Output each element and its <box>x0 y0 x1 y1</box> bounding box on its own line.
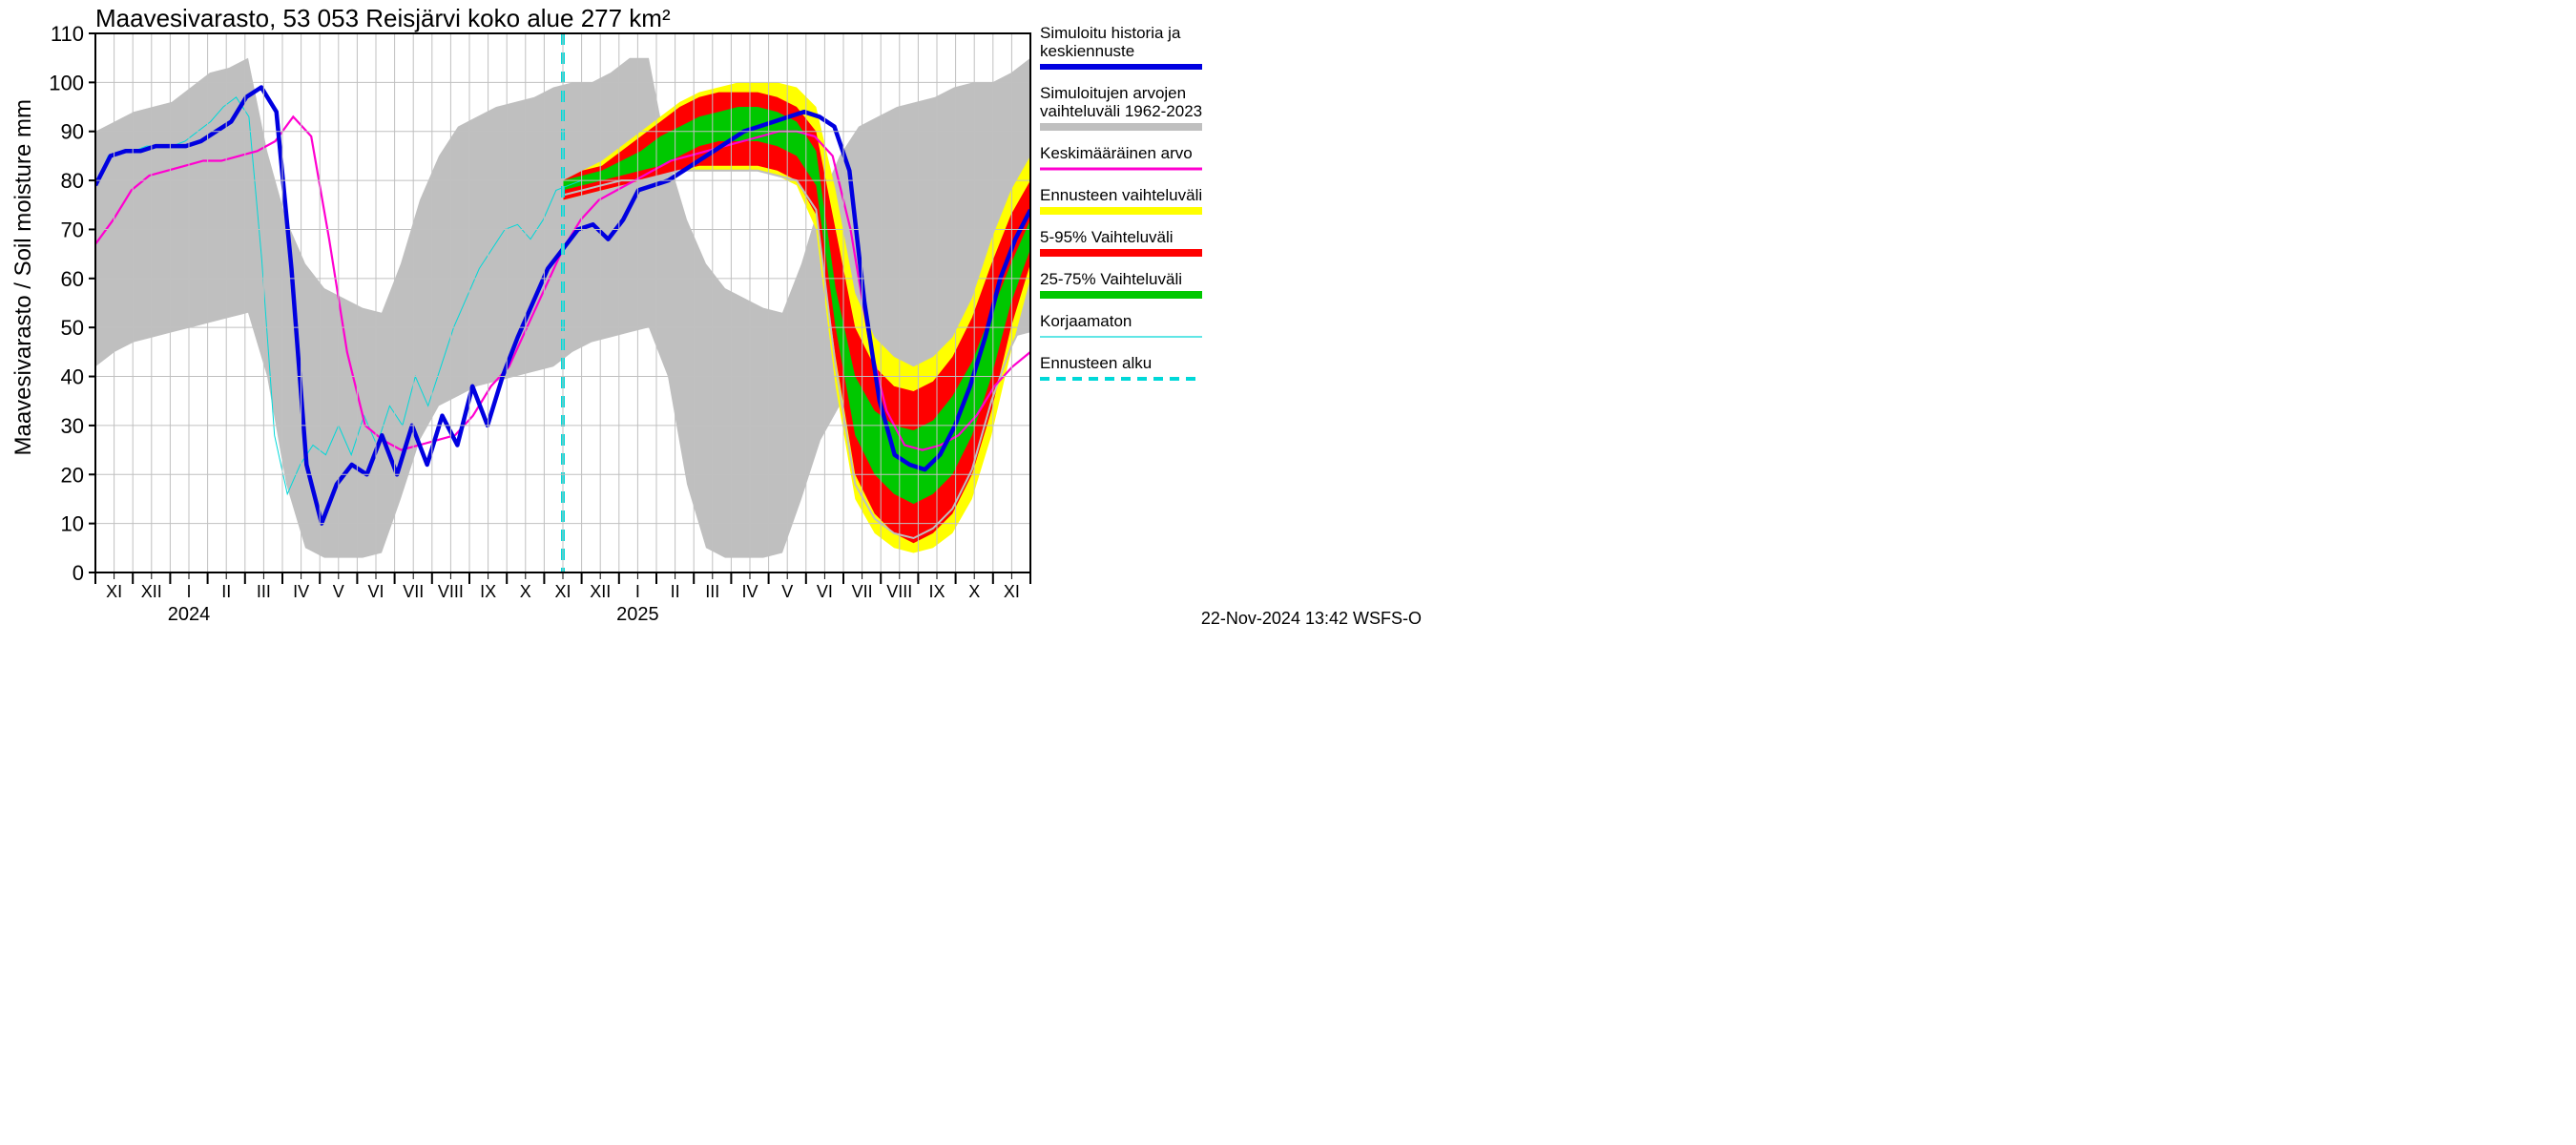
legend-label: Keskimääräinen arvo <box>1040 144 1193 162</box>
legend-label: vaihteluväli 1962-2023 <box>1040 102 1202 120</box>
legend-label: Simuloitu historia ja <box>1040 24 1181 42</box>
month-label: IV <box>293 582 309 601</box>
ytick-label: 90 <box>61 120 84 144</box>
month-label: I <box>186 582 191 601</box>
year-label: 2024 <box>168 604 211 625</box>
ytick-label: 20 <box>61 463 84 487</box>
month-label: VI <box>367 582 384 601</box>
ytick-label: 110 <box>51 22 84 46</box>
soil-moisture-chart: 0102030405060708090100110XIXIIIIIIIIIVVV… <box>0 0 1431 635</box>
month-label: IX <box>480 582 496 601</box>
chart-container: 0102030405060708090100110XIXIIIIIIIIIVVV… <box>0 0 1431 635</box>
month-label: X <box>520 582 531 601</box>
month-label: IV <box>741 582 758 601</box>
legend-label: keskiennuste <box>1040 42 1134 60</box>
ytick-label: 70 <box>61 218 84 241</box>
month-label: XI <box>554 582 571 601</box>
month-label: I <box>635 582 640 601</box>
ytick-label: 50 <box>61 316 84 340</box>
month-label: VII <box>852 582 873 601</box>
month-label: X <box>968 582 980 601</box>
year-label: 2025 <box>616 604 659 625</box>
month-label: XII <box>141 582 162 601</box>
month-label: XII <box>590 582 611 601</box>
legend-label: Simuloitujen arvojen <box>1040 84 1186 102</box>
legend-label: 25-75% Vaihteluväli <box>1040 270 1182 288</box>
month-label: V <box>781 582 793 601</box>
ytick-label: 60 <box>61 267 84 291</box>
month-label: XI <box>1004 582 1020 601</box>
ytick-label: 10 <box>61 512 84 536</box>
month-label: VI <box>817 582 833 601</box>
month-label: II <box>221 582 231 601</box>
month-label: XI <box>106 582 122 601</box>
ytick-label: 40 <box>61 365 84 389</box>
month-label: IX <box>928 582 945 601</box>
ytick-label: 0 <box>73 561 84 585</box>
month-label: III <box>705 582 719 601</box>
chart-signature: 22-Nov-2024 13:42 WSFS-O <box>1201 609 1422 628</box>
chart-page: 0102030405060708090100110XIXIIIIIIIIIVVV… <box>0 0 1431 635</box>
ytick-label: 100 <box>49 71 84 94</box>
month-label: VIII <box>886 582 912 601</box>
month-label: VIII <box>438 582 464 601</box>
legend-label: Korjaamaton <box>1040 312 1132 330</box>
month-label: VII <box>403 582 424 601</box>
legend-label: 5-95% Vaihteluväli <box>1040 228 1174 246</box>
month-label: III <box>257 582 271 601</box>
ytick-label: 80 <box>61 169 84 193</box>
chart-title: Maavesivarasto, 53 053 Reisjärvi koko al… <box>95 4 671 32</box>
ytick-label: 30 <box>61 414 84 438</box>
month-label: V <box>333 582 344 601</box>
legend-label: Ennusteen alku <box>1040 354 1152 372</box>
y-axis-label: Maavesivarasto / Soil moisture mm <box>10 99 36 455</box>
legend-label: Ennusteen vaihteluväli <box>1040 186 1202 204</box>
legend: Simuloitu historia jakeskiennuste Simuloi… <box>1040 24 1202 379</box>
month-label: II <box>671 582 680 601</box>
